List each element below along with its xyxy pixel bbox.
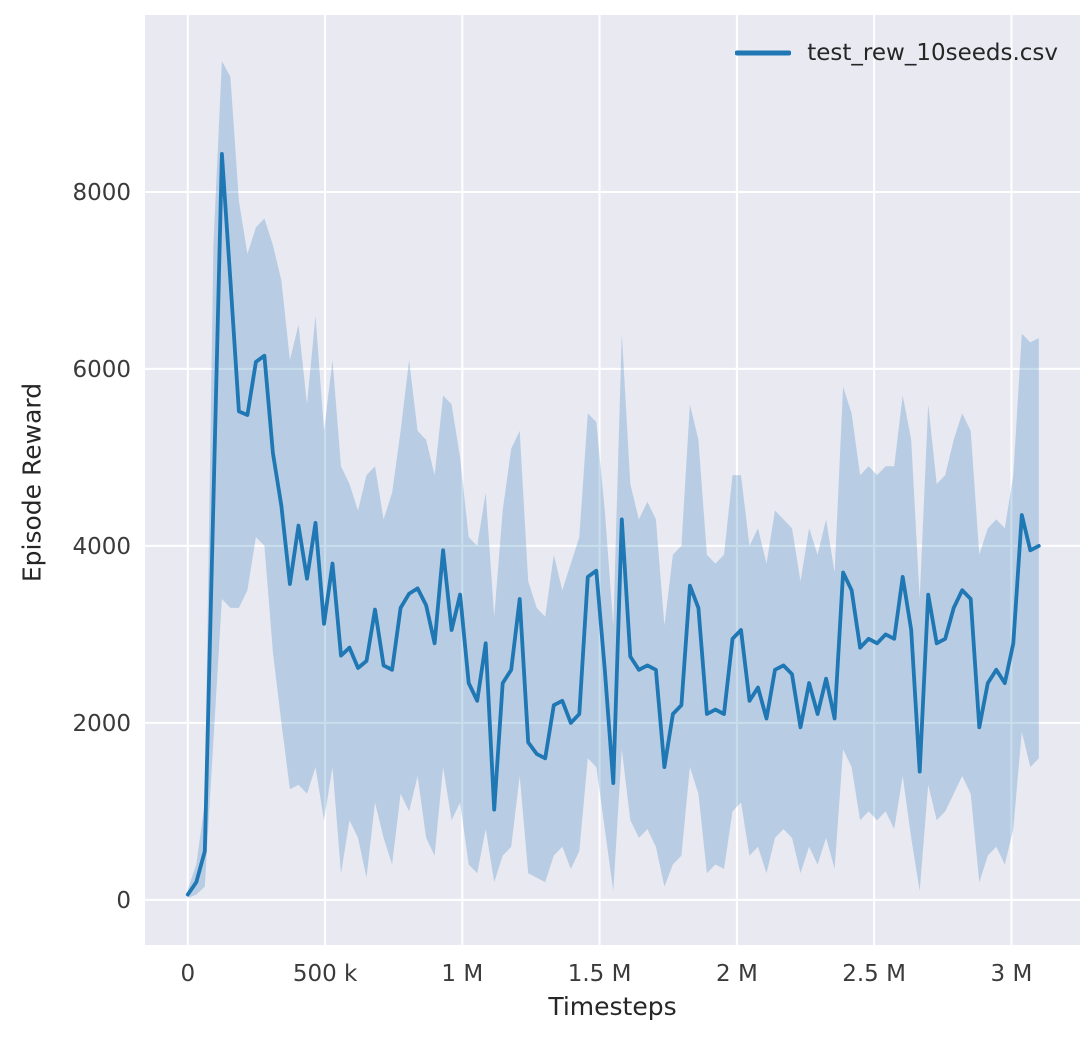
legend-label: test_rew_10seeds.csv <box>807 40 1058 66</box>
legend: test_rew_10seeds.csv <box>735 40 1058 66</box>
mean-line <box>185 151 1041 897</box>
x-tick-label: 2 M <box>716 961 758 987</box>
x-tick-label: 0 <box>180 961 195 987</box>
x-tick-label: 3 M <box>991 961 1033 987</box>
confidence-band <box>187 61 1039 899</box>
y-tick-label: 4000 <box>72 534 131 560</box>
y-tick-label: 6000 <box>72 357 131 383</box>
legend-line-icon <box>735 50 792 56</box>
y-axis-title: Episode Reward <box>17 382 47 583</box>
x-axis-title: Timesteps <box>548 992 677 1021</box>
x-tick-label: 500 k <box>293 961 358 987</box>
y-tick-label: 8000 <box>72 180 131 206</box>
x-tick-label: 1 M <box>441 961 483 987</box>
y-tick-label: 0 <box>116 888 131 914</box>
y-tick-label: 2000 <box>72 711 131 737</box>
plot-background <box>145 15 1080 945</box>
x-tick-label: 2.5 M <box>842 961 906 987</box>
x-tick-label: 1.5 M <box>568 961 632 987</box>
